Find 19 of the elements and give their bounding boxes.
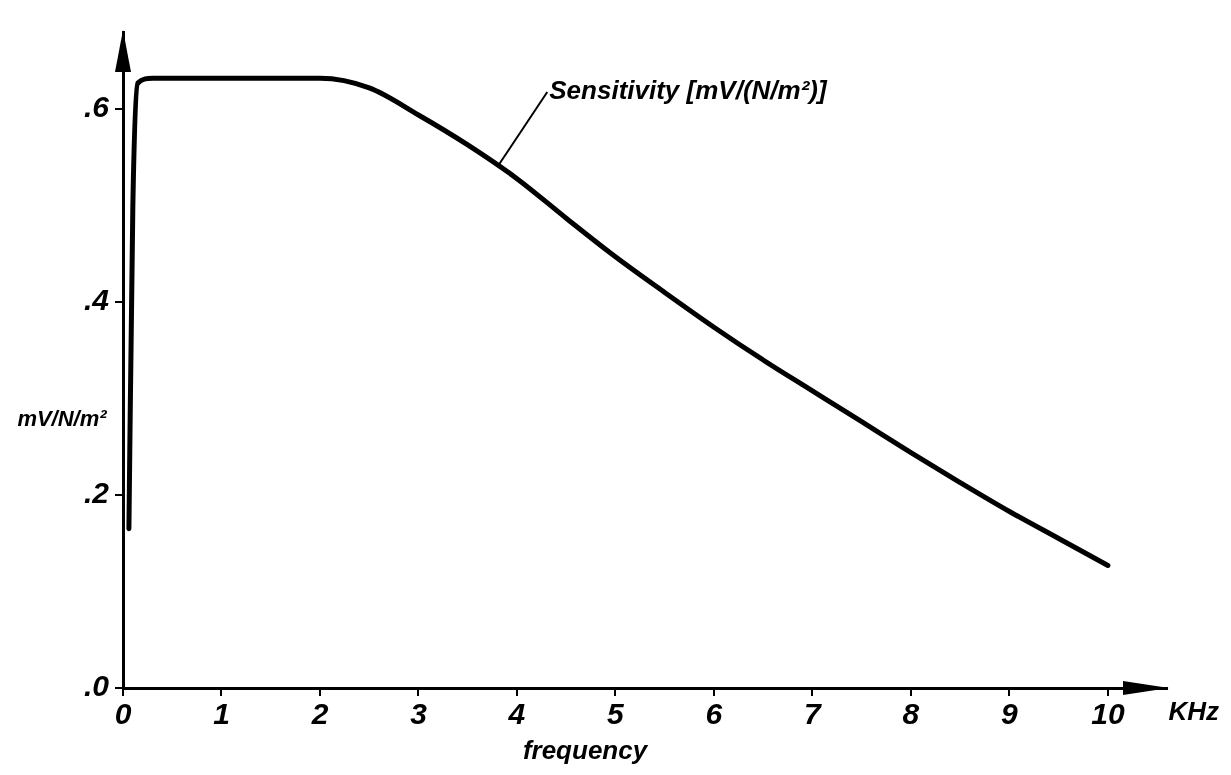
x-tick-label: 2 xyxy=(310,697,329,731)
y-axis-title: mV/N/m² xyxy=(17,406,108,432)
x-tick-label: 8 xyxy=(902,697,920,731)
y-tick-label: .2 xyxy=(83,476,110,510)
x-axis-title: frequency xyxy=(522,735,649,766)
x-tick-label: 6 xyxy=(705,697,723,731)
x-tick-label: 9 xyxy=(1001,697,1019,731)
y-tick-label: .0 xyxy=(83,669,110,703)
text: KHz xyxy=(1168,696,1219,727)
x-tick-label: 7 xyxy=(804,697,823,731)
x-tick-label: 10 xyxy=(1091,697,1125,731)
y-tick-label: .6 xyxy=(83,90,110,124)
x-tick-label: 3 xyxy=(410,697,428,731)
x-tick-label: 5 xyxy=(607,697,626,731)
annotation: Sensitivity [mV/(N/m²)] xyxy=(549,75,828,106)
x-tick-label: 0 xyxy=(114,697,132,731)
y-tick-label: .4 xyxy=(83,283,110,317)
x-tick-label: 1 xyxy=(213,697,230,731)
x-tick-label: 4 xyxy=(507,697,526,731)
